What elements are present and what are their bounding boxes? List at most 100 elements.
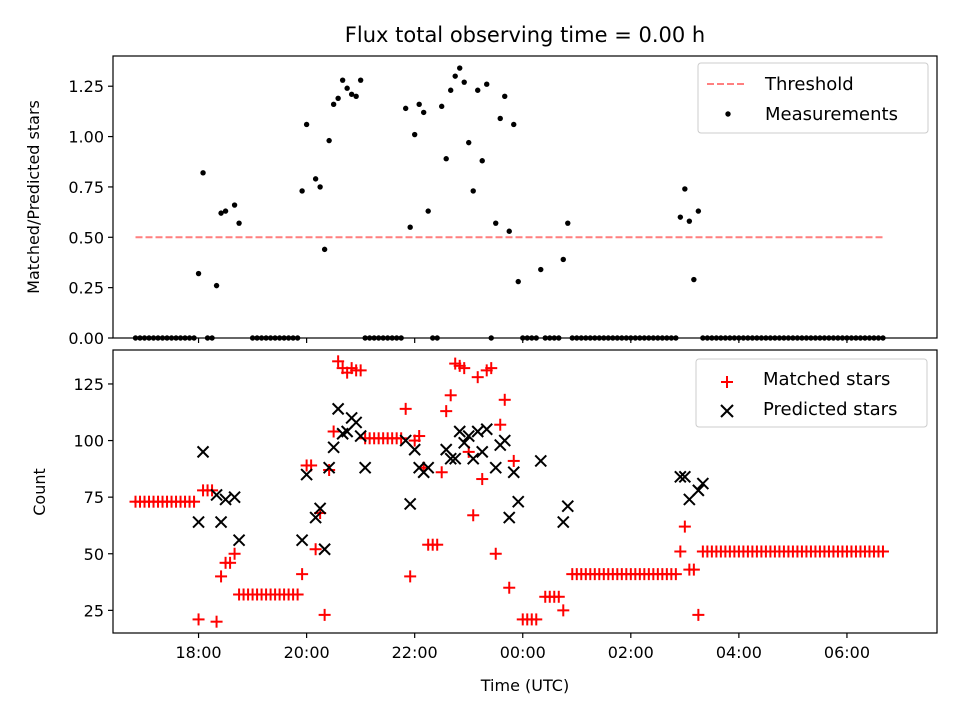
x-tick-label: 00:00 bbox=[500, 643, 546, 662]
measurement-point bbox=[321, 246, 328, 253]
measurement-point bbox=[821, 335, 828, 341]
matched-star-point bbox=[327, 425, 340, 438]
measurement-point bbox=[578, 335, 584, 341]
measurement-point bbox=[583, 335, 589, 341]
measurement-point bbox=[628, 335, 634, 341]
predicted-star-point bbox=[471, 425, 484, 438]
matched-star-point bbox=[458, 362, 471, 375]
measurement-point bbox=[177, 335, 184, 341]
y-tick-label: 125 bbox=[73, 375, 104, 394]
measurement-point bbox=[520, 335, 526, 341]
measurement-point bbox=[263, 335, 269, 341]
x-tick-label: 20:00 bbox=[284, 643, 330, 662]
measurement-point bbox=[254, 335, 260, 341]
measurement-point bbox=[637, 335, 643, 341]
predicted-star-point bbox=[674, 470, 687, 483]
predicted-star-point bbox=[318, 543, 331, 556]
measurement-point bbox=[601, 335, 607, 341]
measurement-point bbox=[294, 335, 301, 341]
measurement-point bbox=[677, 214, 684, 220]
measurement-point bbox=[457, 65, 463, 71]
measurement-point bbox=[596, 335, 602, 341]
measurement-point bbox=[303, 121, 310, 128]
measurement-point bbox=[839, 335, 846, 341]
predicted-star-point bbox=[498, 434, 511, 447]
predicted-star-point bbox=[557, 515, 570, 529]
measurement-point bbox=[448, 87, 454, 93]
x-tick-label: 22:00 bbox=[392, 643, 438, 662]
measurement-point bbox=[736, 335, 742, 341]
measurement-point bbox=[538, 266, 544, 273]
measurement-point bbox=[758, 335, 765, 341]
y-tick-label: 100 bbox=[73, 432, 104, 451]
measurement-point bbox=[267, 335, 274, 341]
measurement-point bbox=[569, 335, 575, 341]
matched-star-point bbox=[669, 568, 682, 581]
predicted-star-point bbox=[309, 511, 322, 524]
measurement-point bbox=[799, 335, 805, 341]
measurement-point bbox=[650, 335, 657, 341]
measurement-point bbox=[497, 115, 503, 122]
measurement-point bbox=[632, 335, 639, 341]
matched-star-point bbox=[431, 538, 444, 551]
measurement-point bbox=[605, 335, 612, 341]
predicted-star-point bbox=[507, 466, 520, 479]
measurement-point bbox=[785, 335, 792, 341]
matched-star-point bbox=[489, 547, 502, 560]
measurement-point bbox=[830, 335, 837, 341]
top-y-axis-label: Matched/Predicted stars bbox=[24, 100, 43, 294]
bottom-legend: Matched stars Predicted stars bbox=[695, 358, 928, 428]
measurement-point bbox=[272, 335, 278, 341]
measurement-point bbox=[195, 270, 202, 277]
measurement-point bbox=[452, 73, 458, 79]
measurement-point bbox=[718, 335, 724, 341]
matched-star-point bbox=[876, 545, 889, 558]
predicted-star-point bbox=[300, 468, 313, 481]
measurement-point bbox=[542, 335, 548, 341]
y-tick-label: 0.75 bbox=[68, 178, 104, 197]
predicted-star-point bbox=[322, 461, 336, 474]
y-tick-label: 0.00 bbox=[68, 329, 104, 348]
x-axis-label: Time (UTC) bbox=[480, 676, 569, 695]
y-tick-label: 1.00 bbox=[68, 128, 104, 147]
measurement-point bbox=[695, 208, 702, 214]
measurement-point bbox=[763, 335, 769, 341]
measurement-point bbox=[258, 335, 265, 341]
measurement-point bbox=[420, 109, 427, 116]
measurement-point bbox=[776, 335, 783, 341]
measurement-point bbox=[249, 335, 256, 341]
matched-star-point bbox=[413, 430, 426, 443]
measurement-point bbox=[461, 79, 467, 85]
y-tick-label: 25 bbox=[84, 601, 104, 620]
measurement-point bbox=[434, 335, 440, 341]
matched-star-point bbox=[404, 570, 417, 583]
x-tick-label: 18:00 bbox=[175, 643, 221, 662]
predicted-star-point bbox=[462, 429, 475, 443]
matched-star-point bbox=[687, 563, 700, 576]
predicted-star-point bbox=[403, 497, 417, 511]
measurement-point bbox=[655, 335, 661, 341]
predicted-star-point bbox=[408, 443, 421, 456]
measurement-point bbox=[754, 335, 760, 341]
measurement-point bbox=[880, 335, 886, 341]
measurement-point bbox=[466, 139, 472, 146]
matched-star-point bbox=[318, 608, 331, 621]
measurement-point bbox=[556, 335, 562, 341]
matched-star-point bbox=[440, 405, 453, 418]
measurement-point bbox=[159, 335, 166, 341]
measurement-point bbox=[511, 121, 517, 128]
measurement-point bbox=[484, 81, 490, 87]
measurement-point bbox=[371, 335, 377, 341]
measurement-point bbox=[686, 218, 693, 224]
measurement-point bbox=[222, 208, 229, 214]
measurement-point bbox=[276, 335, 283, 341]
measurement-point bbox=[619, 335, 625, 341]
matched-star-point bbox=[471, 371, 484, 384]
measurement-point bbox=[438, 103, 445, 110]
measurement-point bbox=[493, 220, 499, 226]
matched-star-point bbox=[309, 543, 322, 556]
predicted-star-point bbox=[354, 429, 367, 443]
measurement-point bbox=[817, 335, 823, 341]
predicted-star-point bbox=[232, 533, 246, 547]
measurements-legend-label: Measurements bbox=[765, 104, 898, 125]
